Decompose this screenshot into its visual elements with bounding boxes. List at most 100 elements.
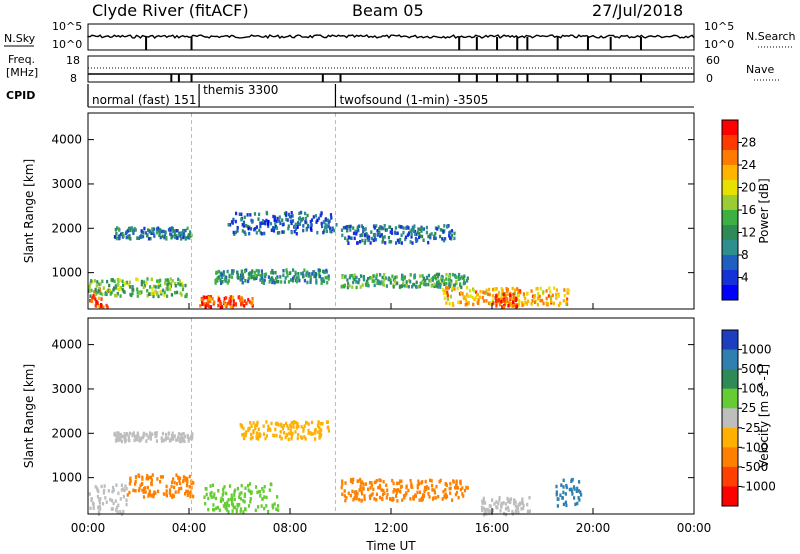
power-cell-7-66 xyxy=(400,233,403,237)
power-cell-6-43 xyxy=(433,284,436,289)
velocity-cell-0-40 xyxy=(124,484,127,488)
velocity-cell-7-37 xyxy=(573,487,576,491)
velocity-cell-4-126 xyxy=(241,433,244,437)
power-cell-1-114 xyxy=(108,290,112,294)
power-cell-7-165 xyxy=(439,234,442,239)
power-cell-1-39 xyxy=(143,280,146,284)
power-cell-5-78 xyxy=(310,218,314,222)
power-cell-4-142 xyxy=(220,272,223,277)
power-cell-9-24 xyxy=(509,296,512,300)
velocity-cell-1-0 xyxy=(128,431,132,436)
power-cell-1-23 xyxy=(89,294,92,298)
nsky-trace-line xyxy=(87,34,695,40)
power-cell-2-57 xyxy=(189,230,192,234)
velocity-cell-5-187 xyxy=(381,492,385,497)
velocity-cell-0-27 xyxy=(117,491,120,496)
power-cbar-swatch-9 xyxy=(722,255,738,271)
velocity-cell-3-67 xyxy=(228,484,232,488)
power-cell-5-70 xyxy=(279,221,282,225)
power-cell-6-164 xyxy=(389,281,392,285)
power-cell-4-126 xyxy=(255,268,258,273)
power-cell-2-58 xyxy=(169,228,172,232)
power-cell-8-93 xyxy=(447,286,450,290)
velocity-cell-3-70 xyxy=(240,483,243,488)
velocity-cell-2-90 xyxy=(148,490,151,494)
power-cell-1-104 xyxy=(105,292,108,297)
velocity-cell-5-71 xyxy=(405,491,408,495)
power-cell-9-2 xyxy=(496,299,499,303)
power-cell-4-39 xyxy=(242,275,245,280)
velocity-cell-5-52 xyxy=(412,495,415,499)
velocity-cell-5-153 xyxy=(369,496,372,501)
velocity-cell-0-19 xyxy=(111,489,114,494)
power-cell-5-102 xyxy=(272,229,276,233)
velocity-cell-3-8 xyxy=(242,499,245,503)
power-cell-5-71 xyxy=(281,218,284,222)
velocity-cell-3-105 xyxy=(231,496,234,501)
power-cell-1-44 xyxy=(131,288,134,292)
velocity-cell-4-35 xyxy=(314,437,317,441)
power-cell-5-98 xyxy=(235,211,238,216)
velocity-cell-1-97 xyxy=(128,438,131,443)
power-cell-8-131 xyxy=(567,288,570,293)
power-cell-2-116 xyxy=(153,227,156,231)
power-cell-7-26 xyxy=(433,234,436,238)
velocity-cell-2-36 xyxy=(142,495,146,499)
power-cell-4-4 xyxy=(239,276,242,280)
power-cell-1-80 xyxy=(96,280,99,284)
velocity-cell-2-94 xyxy=(172,494,176,498)
power-cell-4-83 xyxy=(239,273,242,277)
velocity-cell-5-94 xyxy=(449,491,452,495)
power-cell-1-117 xyxy=(135,277,138,281)
velocity-cell-4-118 xyxy=(244,432,247,437)
velocity-cell-3-75 xyxy=(257,505,260,509)
power-cell-5-117 xyxy=(270,228,273,232)
velocity-cell-4-59 xyxy=(303,435,306,439)
velocity-cell-3-86 xyxy=(219,499,222,503)
power-cell-4-89 xyxy=(255,276,258,280)
velocity-cell-5-118 xyxy=(421,480,424,484)
power-cell-1-31 xyxy=(145,281,148,285)
velocity-cell-3-90 xyxy=(240,491,243,495)
power-cell-5-67 xyxy=(290,230,293,235)
velocity-cell-6-23 xyxy=(487,508,490,513)
power-cell-0-28 xyxy=(93,290,96,294)
power-cell-7-35 xyxy=(346,229,349,233)
velocity-cell-2-66 xyxy=(179,481,182,486)
velocity-cell-7-27 xyxy=(575,489,578,493)
power-cell-9-29 xyxy=(512,304,515,308)
power-cell-4-158 xyxy=(219,278,222,282)
power-cell-8-107 xyxy=(562,299,565,303)
power-cell-5-54 xyxy=(312,215,315,219)
power-cell-1-90 xyxy=(121,279,124,283)
power-cell-6-131 xyxy=(343,275,347,279)
power-cell-8-16 xyxy=(461,292,464,296)
velocity-cbar-swatch-0 xyxy=(722,330,738,351)
power-cell-8-129 xyxy=(538,294,541,299)
power-cell-6-35 xyxy=(352,280,355,285)
power-cell-6-194 xyxy=(413,274,416,278)
power-cell-6-39 xyxy=(360,274,363,278)
velocity-cell-2-21 xyxy=(192,494,195,499)
velocity-cell-3-101 xyxy=(254,508,257,513)
power-cell-6-14 xyxy=(365,279,368,283)
velocity-cell-4-103 xyxy=(249,437,252,441)
power-cell-1-107 xyxy=(97,289,100,293)
power-cell-1-128 xyxy=(180,293,183,297)
power-cell-2-29 xyxy=(144,231,148,235)
power-cell-8-171 xyxy=(524,300,527,305)
velocity-cell-5-191 xyxy=(381,496,384,501)
velocity-cell-4-134 xyxy=(326,420,329,424)
power-cell-8-151 xyxy=(485,290,488,294)
power-cell-6-156 xyxy=(367,277,370,281)
power-ytick-label-0: 1000 xyxy=(51,266,82,280)
power-cell-7-72 xyxy=(376,229,379,233)
power-cell-1-138 xyxy=(162,288,165,293)
power-cell-6-64 xyxy=(346,285,349,290)
velocity-cell-2-38 xyxy=(134,489,137,493)
velocity-cell-5-125 xyxy=(367,487,370,492)
power-cell-7-51 xyxy=(391,231,394,235)
velocity-cell-6-6 xyxy=(511,509,514,514)
velocity-cell-4-12 xyxy=(274,427,277,432)
power-cell-5-130 xyxy=(232,230,235,235)
